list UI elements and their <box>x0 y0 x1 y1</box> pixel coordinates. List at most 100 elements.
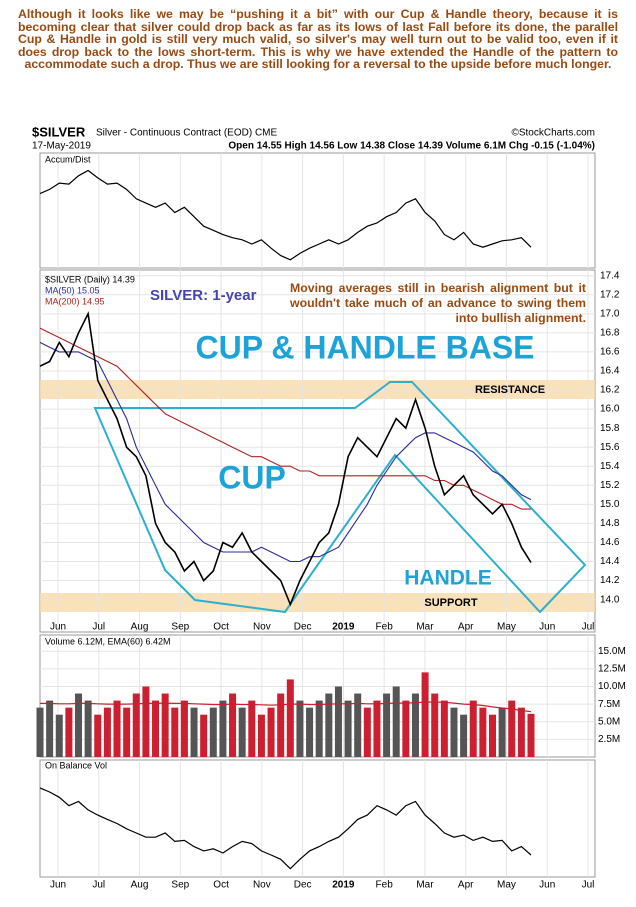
y-tick-label: 17.2 <box>600 289 620 300</box>
date: 17-May-2019 <box>32 141 91 152</box>
legend-ma50: MA(50) 15.05 <box>45 285 100 295</box>
line <box>39 327 531 510</box>
volume-bar <box>200 714 208 757</box>
y-tick-label: 14.0 <box>600 594 620 605</box>
volume-bar <box>325 693 333 757</box>
x-tick-label: Mar <box>416 622 434 633</box>
volume-bar <box>469 700 477 757</box>
volume-bar <box>123 707 131 757</box>
volume-bar <box>229 693 237 757</box>
volume-bar <box>421 672 429 757</box>
x-tick-label: Jun <box>539 880 555 891</box>
y-tick-label: 16.2 <box>600 385 620 396</box>
x-tick-label: Mar <box>416 880 434 891</box>
volume-bar <box>431 693 439 757</box>
volume-bar <box>75 693 83 757</box>
volume-bar <box>517 707 525 757</box>
legend-price: $SILVER (Daily) 14.39 <box>45 274 135 284</box>
x-tick-label: Dec <box>294 880 312 891</box>
y-tick-label: 15.2 <box>600 480 620 491</box>
volume-bar <box>238 707 246 757</box>
y-tick-label: 15.4 <box>600 461 620 472</box>
y-tick-label: 14.6 <box>600 537 620 548</box>
x-tick-label: Jul <box>92 880 105 891</box>
volume-bar <box>180 700 188 757</box>
panel-label: On Balance Vol <box>45 760 107 770</box>
volume-bar <box>132 693 140 757</box>
volume-bar <box>55 714 63 757</box>
panel-label: Accum/Dist <box>45 154 91 164</box>
y-tick-label: 16.6 <box>600 347 620 358</box>
y-tick-label: 16.0 <box>600 404 620 415</box>
x-tick-label: Jun <box>50 622 66 633</box>
volume-bar <box>402 700 410 757</box>
x-tick-label: Dec <box>294 622 312 633</box>
volume-bar <box>306 707 314 757</box>
y-tick-label: 14.2 <box>600 575 620 586</box>
annotation: CUP <box>218 459 286 495</box>
volume-legend: Volume 6.12M, EMA(60) 6.42M <box>45 636 171 646</box>
volume-bar <box>152 700 160 757</box>
volume-bar <box>142 686 150 757</box>
x-tick-label: May <box>497 880 516 891</box>
volume-bar <box>36 707 44 757</box>
commentary: Although it looks like we may be “pushin… <box>18 7 618 72</box>
legend-ma200: MA(200) 14.95 <box>45 296 105 306</box>
annotation: SUPPORT <box>424 597 477 609</box>
line <box>40 701 532 713</box>
quote: Open 14.55 High 14.56 Low 14.38 Close 14… <box>228 141 595 152</box>
y-tick-label: 16.4 <box>600 366 620 377</box>
volume-bar <box>257 714 265 757</box>
volume-bar <box>508 700 516 757</box>
annotation: SILVER: 1-year <box>150 287 257 304</box>
volume-bar <box>460 714 468 757</box>
x-tick-label: Nov <box>253 880 271 891</box>
y-tick-label: 10.0M <box>598 681 626 692</box>
volume-bar <box>344 700 352 757</box>
volume-bar <box>190 707 198 757</box>
volume-bar <box>84 700 92 757</box>
x-tick-label: Aug <box>131 880 149 891</box>
x-tick-label: Sep <box>171 880 189 891</box>
volume-bar <box>527 713 535 757</box>
volume-bar <box>46 700 54 757</box>
line <box>39 341 532 563</box>
x-tick-label: Jun <box>539 622 555 633</box>
annotation: CUP & HANDLE BASE <box>196 329 535 365</box>
support-band <box>40 593 595 612</box>
cup-handle-outline <box>93 381 587 614</box>
volume-bar <box>277 693 285 757</box>
y-tick-label: 15.6 <box>600 442 620 453</box>
y-tick-label: 12.5M <box>598 663 626 674</box>
y-tick-label: 17.0 <box>600 308 620 319</box>
y-tick-label: 14.8 <box>600 518 620 529</box>
ma-commentary: Moving averages still in bearish alignme… <box>290 281 586 325</box>
volume-bar <box>113 700 121 757</box>
volume-bar <box>334 686 342 757</box>
x-tick-label: Nov <box>253 622 271 633</box>
volume-bar <box>363 707 371 757</box>
volume-bar <box>209 707 217 757</box>
volume-bar <box>248 700 256 757</box>
volume-bar <box>296 700 304 757</box>
x-tick-label: 2019 <box>332 880 355 891</box>
volume-bar <box>103 707 111 757</box>
volume-bar <box>488 714 496 757</box>
volume-bar <box>383 693 391 757</box>
volume-bar <box>286 679 294 757</box>
line <box>39 311 532 607</box>
volume-bar <box>171 707 179 757</box>
x-tick-label: Oct <box>213 880 229 891</box>
volume-bar <box>219 700 227 757</box>
volume-bar <box>498 707 506 757</box>
volume-bar <box>411 693 419 757</box>
y-tick-label: 15.0 <box>600 499 620 510</box>
x-tick-label: Apr <box>458 880 474 891</box>
volume-bar <box>315 700 323 757</box>
volume-bar <box>392 686 400 757</box>
y-tick-label: 2.5M <box>598 734 620 745</box>
resistance-band <box>40 380 595 399</box>
x-tick-label: Jun <box>50 880 66 891</box>
